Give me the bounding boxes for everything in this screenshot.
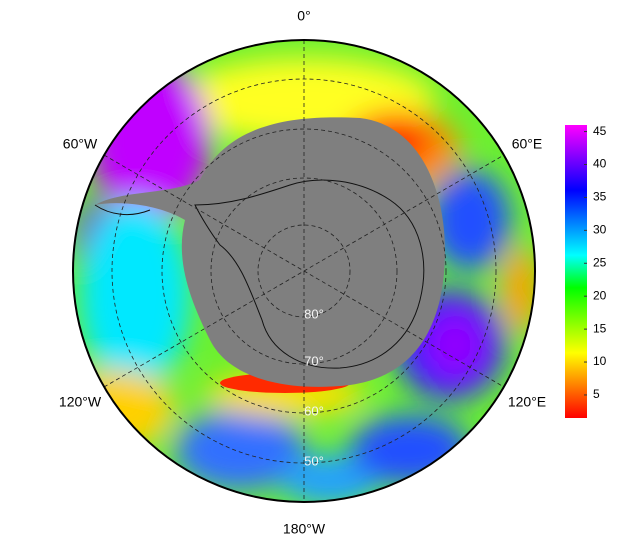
latitude-label: 80°: [304, 306, 324, 321]
latitude-label: 70°: [304, 353, 324, 368]
longitude-label: 60°W: [63, 136, 98, 152]
colorbar-tick-label: 10: [593, 354, 607, 368]
coastline: [194, 179, 425, 369]
colorbar: [565, 125, 587, 418]
latitude-label: 60°: [304, 403, 324, 418]
colorbar-tick-label: 15: [593, 321, 607, 335]
colorbar-tick-label: 5: [593, 387, 600, 401]
longitude-label: 120°W: [59, 394, 102, 410]
longitude-label: 60°E: [512, 136, 543, 152]
colorbar-tick-label: 30: [593, 223, 607, 237]
colorbar-tick-label: 25: [593, 255, 607, 269]
latitude-label: 50°: [304, 453, 324, 468]
colorbar-tick-label: 45: [593, 124, 607, 138]
longitude-label: 0°: [297, 8, 310, 24]
ocean-field: [73, 40, 535, 502]
colorbar-tick-label: 20: [593, 288, 607, 302]
longitude-label: 180°W: [283, 521, 326, 537]
colorbar-tick-label: 40: [593, 157, 607, 171]
graticule: [103, 40, 505, 502]
colorbar-tick-label: 35: [593, 190, 607, 204]
longitude-label: 120°E: [508, 394, 546, 410]
map-border: [72, 39, 536, 503]
